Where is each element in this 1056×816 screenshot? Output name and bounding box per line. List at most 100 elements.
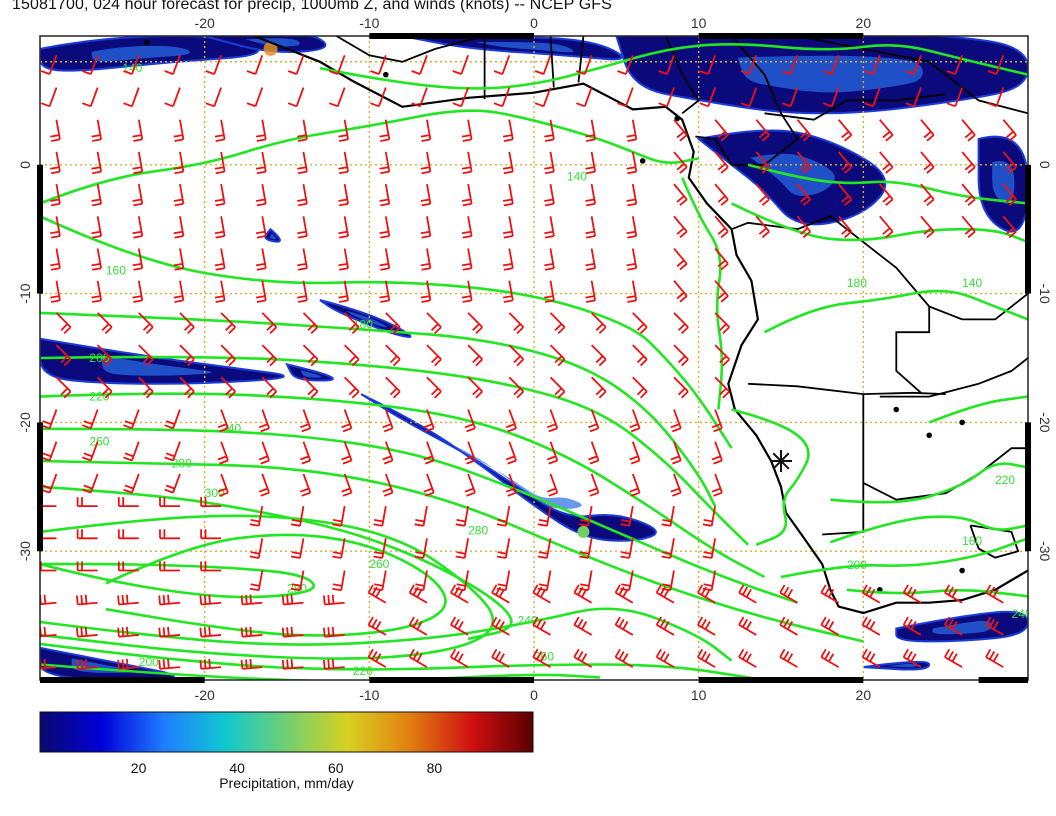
wind-barb — [50, 119, 61, 142]
height-contour — [40, 607, 733, 662]
wind-barb — [461, 119, 473, 142]
wind-barb — [382, 473, 394, 497]
wind-barb — [91, 216, 102, 239]
wind-barb — [200, 561, 222, 572]
wind-barb — [50, 248, 61, 271]
wind-barb — [450, 584, 469, 604]
wind-barb — [81, 473, 99, 494]
wind-barb — [461, 151, 473, 175]
country-border — [879, 357, 1028, 398]
wind-barb — [658, 55, 675, 75]
wind-barb — [1002, 215, 1017, 239]
lon-tick-label-bottom: -10 — [359, 687, 379, 703]
wind-barb — [199, 659, 222, 670]
height-contour — [830, 462, 1028, 504]
wind-barb — [711, 409, 723, 433]
wind-barb — [452, 55, 469, 75]
wind-barb — [258, 441, 270, 465]
wind-barb — [755, 215, 770, 239]
wind-barb — [123, 87, 140, 108]
wind-barb — [920, 215, 935, 239]
wind-barb — [385, 312, 401, 335]
wind-barb — [464, 441, 476, 465]
wind-barb — [55, 312, 72, 335]
wind-barb — [338, 248, 349, 271]
wind-barb — [837, 119, 853, 142]
wind-barb — [255, 151, 267, 175]
contour-label: 240 — [1012, 607, 1032, 621]
wind-barb — [173, 216, 185, 239]
wind-barb — [629, 473, 641, 497]
precip-core — [102, 355, 212, 376]
wind-barb — [40, 561, 57, 572]
wind-barb — [132, 183, 144, 207]
wind-barb — [544, 248, 555, 271]
wind-barb — [505, 441, 517, 465]
wind-barb — [455, 505, 470, 527]
wind-barb — [820, 584, 840, 604]
lat-tick-label-left: -30 — [17, 541, 33, 561]
wind-barb — [338, 216, 349, 239]
wind-barb — [796, 183, 811, 206]
wind-barb — [697, 648, 716, 668]
wind-barb — [502, 280, 514, 303]
wind-barb — [920, 119, 935, 142]
wind-barb — [158, 594, 181, 606]
wind-barb — [338, 280, 349, 303]
island — [639, 158, 646, 164]
wind-barb — [302, 344, 319, 367]
wind-barb — [714, 344, 730, 367]
wind-barb — [138, 312, 154, 335]
wind-barb — [588, 441, 600, 465]
wind-barb — [117, 626, 139, 638]
wind-barb — [385, 376, 401, 399]
country-border — [731, 215, 1028, 321]
contour-label: 140 — [567, 169, 587, 183]
wind-barb — [702, 505, 717, 527]
wind-barb — [902, 648, 922, 668]
wind-barb — [367, 616, 387, 636]
wind-barb — [132, 151, 144, 175]
country-border — [335, 36, 485, 63]
wind-barb — [214, 248, 226, 271]
wind-barb — [50, 216, 61, 239]
height-contour — [40, 663, 600, 680]
wind-barb — [159, 497, 180, 508]
frame-tick-bars — [37, 33, 1031, 683]
wind-barb — [961, 119, 976, 142]
wind-barb — [573, 648, 593, 668]
height-contour — [40, 109, 699, 205]
wind-barb — [673, 376, 689, 399]
wind-barb — [214, 216, 226, 239]
wind-barb — [332, 538, 346, 559]
wind-barb — [290, 538, 305, 559]
wind-barb — [738, 648, 757, 668]
wind-barb — [781, 55, 799, 75]
wind-barb — [546, 409, 559, 433]
wind-barb — [199, 594, 222, 606]
wind-barb — [629, 409, 641, 433]
height-contour — [40, 215, 733, 449]
wind-barb — [249, 505, 264, 527]
wind-barb — [655, 616, 675, 636]
wind-barb — [323, 659, 345, 670]
frame-bar — [37, 422, 43, 552]
wind-barb — [632, 344, 648, 367]
wind-barb — [426, 376, 442, 399]
wind-barb — [76, 561, 98, 572]
wind-barb — [837, 215, 853, 239]
wind-barb — [287, 55, 305, 75]
wind-barb — [661, 505, 675, 527]
wind-barb — [755, 183, 770, 206]
contour-label: 280 — [172, 456, 192, 470]
height-contour — [105, 533, 447, 637]
wind-barb — [214, 183, 226, 207]
precip-max — [263, 41, 278, 56]
wind-barb — [549, 344, 566, 367]
wind-barb — [338, 183, 349, 207]
wind-barb — [76, 497, 98, 508]
wind-barb — [879, 183, 894, 206]
lon-tick-label-top: 20 — [856, 15, 872, 31]
wind-barb — [861, 584, 881, 604]
